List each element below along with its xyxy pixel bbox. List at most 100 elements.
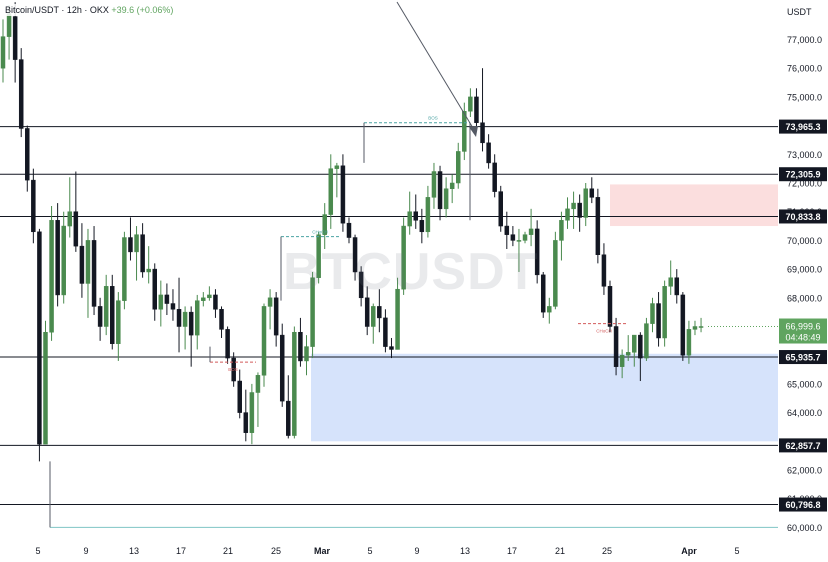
candle-body	[334, 165, 340, 169]
candle	[595, 188, 601, 264]
candle	[589, 177, 595, 204]
candle-body	[43, 331, 48, 445]
candle-body	[504, 225, 510, 235]
structure-label-0: BOS	[428, 116, 438, 121]
price-tick-label: 77,000.0	[787, 35, 822, 45]
candle	[249, 383, 255, 445]
candle	[528, 208, 534, 247]
candle-body	[401, 225, 406, 290]
candle	[656, 292, 661, 347]
time-tick-label: 5	[734, 546, 739, 556]
price-tick-label: 64,000.0	[787, 408, 822, 418]
candle-body	[304, 346, 309, 362]
candle	[358, 266, 364, 307]
candle-body	[565, 208, 570, 221]
candle-body	[371, 306, 376, 327]
zones-layer	[311, 184, 778, 442]
candle	[292, 326, 297, 439]
candle	[383, 309, 388, 353]
candle-body	[547, 306, 552, 313]
level-price-tag	[779, 497, 827, 512]
candle	[534, 220, 540, 284]
candle-body	[686, 329, 692, 356]
candle-body	[650, 303, 655, 324]
demand-zone	[311, 353, 778, 442]
candle-body	[462, 111, 467, 152]
candle-body	[188, 311, 194, 336]
candle-body	[249, 392, 255, 433]
candle	[152, 263, 157, 321]
candle-body	[619, 354, 625, 367]
candle	[182, 306, 188, 350]
candle	[650, 297, 655, 333]
candle	[334, 162, 340, 198]
symbol-header[interactable]: Bitcoin/USDT · 12h · OKX +39.6 (+0.06%)	[3, 4, 176, 16]
candle	[522, 231, 528, 244]
candle	[219, 306, 224, 338]
candle-body	[0, 36, 6, 69]
candle	[401, 217, 406, 295]
candle-body	[152, 268, 157, 310]
candle-body	[219, 309, 224, 330]
trend-arrow-line	[396, 1, 477, 134]
price-axis[interactable]: 60,000.061,000.062,000.063,000.064,000.0…	[708, 35, 827, 533]
currency-label[interactable]: USDT	[787, 7, 812, 17]
candle-body	[273, 297, 279, 336]
candle	[504, 211, 510, 250]
candle	[468, 88, 473, 117]
time-tick-label: 25	[602, 546, 612, 556]
candle-body	[474, 96, 479, 123]
candle	[364, 286, 370, 336]
candle-body	[18, 59, 24, 129]
candle	[43, 320, 48, 445]
candle	[619, 349, 625, 379]
candle-body	[540, 274, 546, 313]
candle-body	[128, 237, 133, 253]
candle	[407, 191, 412, 235]
candle-body	[443, 188, 449, 210]
symbol-watermark: BTCUSDT	[283, 243, 539, 301]
candle-body	[67, 211, 73, 227]
current-price-tag	[779, 318, 827, 344]
candle	[431, 162, 437, 209]
candle	[273, 292, 279, 347]
candle-body	[395, 288, 400, 350]
candle	[395, 277, 400, 350]
candle	[134, 226, 139, 281]
candle-body	[261, 306, 267, 376]
time-axis[interactable]: 5 9 13 17 21 25 Mar 5 9 13 17 21 25 Apr 5	[35, 546, 739, 556]
candle	[279, 323, 285, 407]
candle	[462, 102, 467, 161]
time-tick-label: 5	[35, 546, 40, 556]
candle	[286, 375, 291, 439]
candle-body	[207, 294, 212, 299]
candle	[255, 372, 261, 427]
candle-body	[346, 222, 352, 238]
candle-body	[607, 286, 613, 327]
candle	[237, 369, 242, 419]
candle-body	[158, 294, 164, 310]
level-price-tag-label: 62,857.7	[785, 441, 820, 451]
candle-body	[103, 286, 109, 327]
candle	[37, 228, 42, 462]
candle	[176, 277, 182, 353]
candle	[194, 294, 200, 350]
candle	[243, 389, 249, 442]
candle	[638, 332, 643, 382]
candle	[547, 297, 552, 324]
candle-body	[480, 122, 485, 144]
candle	[298, 317, 303, 367]
candle	[225, 326, 230, 364]
candle-body	[589, 188, 595, 198]
candle	[79, 223, 85, 298]
candle	[486, 134, 491, 169]
candle	[128, 217, 133, 261]
candle	[31, 168, 36, 244]
candle-body	[468, 96, 473, 112]
candle-body	[194, 300, 200, 336]
candle	[55, 203, 60, 307]
candle	[207, 286, 212, 301]
candle-body	[698, 326, 704, 328]
